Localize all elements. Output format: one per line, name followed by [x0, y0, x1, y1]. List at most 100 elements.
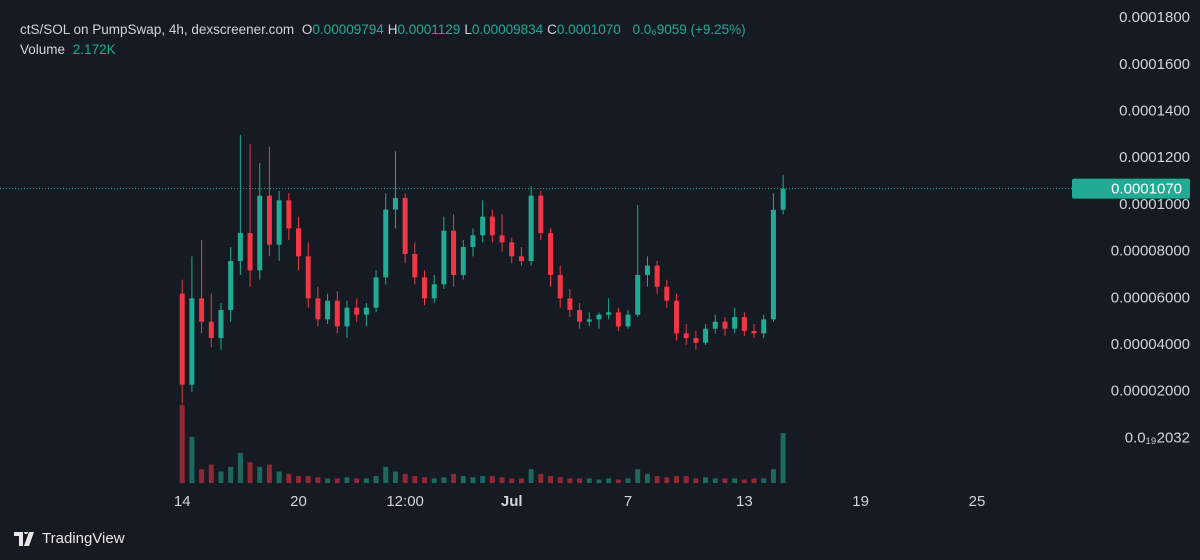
candle-body [480, 216, 486, 236]
volume-bar [741, 479, 747, 483]
candle-body [538, 195, 544, 233]
candle-body [189, 298, 195, 385]
candle-body [305, 256, 311, 299]
volume-bar [354, 478, 360, 483]
volume-bar [538, 473, 544, 483]
candle-body [315, 298, 321, 320]
candle-body [664, 286, 670, 301]
candle-body [218, 310, 224, 339]
candle-body [179, 293, 185, 385]
candle-body [557, 274, 563, 299]
volume-bar [315, 477, 321, 483]
ohlc-value: 0.00009834 [471, 22, 544, 37]
candle-body [596, 314, 602, 320]
y-tick-label: 0.00002000 [1111, 383, 1190, 400]
volume-bar [276, 471, 282, 483]
volume-bar [373, 476, 379, 483]
volume-bar [528, 469, 534, 483]
brand-text: TradingView [42, 530, 125, 547]
volume-bar [266, 464, 272, 483]
volume-bar [577, 478, 583, 483]
last-price-box [1072, 178, 1190, 199]
volume-bar [286, 473, 292, 483]
volume-bar [451, 473, 457, 483]
volume-bar [674, 476, 680, 483]
candle-body [257, 195, 263, 271]
candle-body [732, 317, 738, 329]
candle-body [509, 242, 515, 257]
candle-body [228, 260, 234, 311]
x-tick-label: 25 [969, 493, 986, 510]
ohlc-row: ctS/SOL on PumpSwap, 4h, dexscreener.com… [20, 20, 750, 40]
ohlc-value: 0.0001129 [397, 22, 461, 37]
y-tick-label: 0.00008000 [1111, 243, 1190, 260]
candle-body [422, 277, 428, 299]
volume-bar [325, 478, 331, 483]
y-tick-label: 0.0001600 [1119, 56, 1190, 73]
candle-body [703, 328, 709, 343]
volume-bar [470, 477, 476, 483]
candle-body [266, 195, 272, 245]
candle-body [431, 284, 437, 299]
y-tick-label: 0.0001000 [1119, 196, 1190, 213]
volume-bar [334, 478, 340, 483]
volume-bar [567, 478, 573, 483]
volume-bar [703, 477, 709, 483]
candle-body [722, 321, 728, 329]
volume-bar [189, 437, 195, 483]
y-tick-label: 0.00004000 [1111, 336, 1190, 353]
candle-body [761, 319, 767, 334]
candle-body [712, 321, 718, 329]
candle-body [548, 232, 554, 275]
volume-bar [363, 478, 369, 483]
candle-body [528, 195, 534, 261]
volume-bar [179, 404, 185, 483]
candle-body [208, 321, 214, 339]
candle-body [441, 230, 447, 285]
candle-body [674, 300, 680, 334]
symbol-title: ctS/SOL on PumpSwap, 4h, dexscreener.com [20, 22, 295, 37]
volume-bar [557, 477, 563, 483]
candle-body [354, 307, 360, 315]
candle-body [470, 235, 476, 247]
volume-bar [422, 477, 428, 483]
candle-body [635, 274, 641, 315]
volume-bar [237, 453, 243, 483]
candle-body [247, 232, 253, 271]
volume-bar [751, 478, 757, 483]
change: 0.0₆9059 (+9.25%) [632, 22, 746, 37]
volume-bar [596, 479, 602, 483]
volume-bar [780, 433, 786, 483]
candle-body [577, 310, 583, 322]
volume-bar [712, 478, 718, 483]
candle-body [644, 265, 650, 275]
volume-bar [392, 471, 398, 483]
candle-body [363, 307, 369, 315]
candle-body [296, 228, 302, 257]
volume-bar [441, 477, 447, 483]
x-tick-label: 19 [852, 493, 869, 510]
volume-bar [402, 473, 408, 483]
volume-bar [693, 478, 699, 483]
volume-bar [615, 479, 621, 483]
volume-bar [199, 469, 205, 483]
volume-bar [761, 478, 767, 483]
candle-body [606, 312, 612, 315]
volume-bar [257, 466, 263, 483]
volume-bar [228, 466, 234, 483]
volume-bar [431, 478, 437, 483]
candle-body [693, 338, 699, 343]
volume-bar [644, 473, 650, 483]
volume-bar [344, 477, 350, 483]
volume-bar [606, 478, 612, 483]
y-tick-label: 0.0001200 [1119, 149, 1190, 166]
volume-value: 2.172K [72, 42, 116, 57]
x-tick-label: 14 [174, 493, 191, 510]
candle-body [276, 200, 282, 245]
volume-bar [509, 478, 515, 483]
volume-bar [683, 476, 689, 483]
ohlc-value: 0.0001070 [556, 22, 621, 37]
brand[interactable]: TradingView [14, 530, 125, 547]
volume-row: Volume 2.172K [20, 40, 750, 60]
